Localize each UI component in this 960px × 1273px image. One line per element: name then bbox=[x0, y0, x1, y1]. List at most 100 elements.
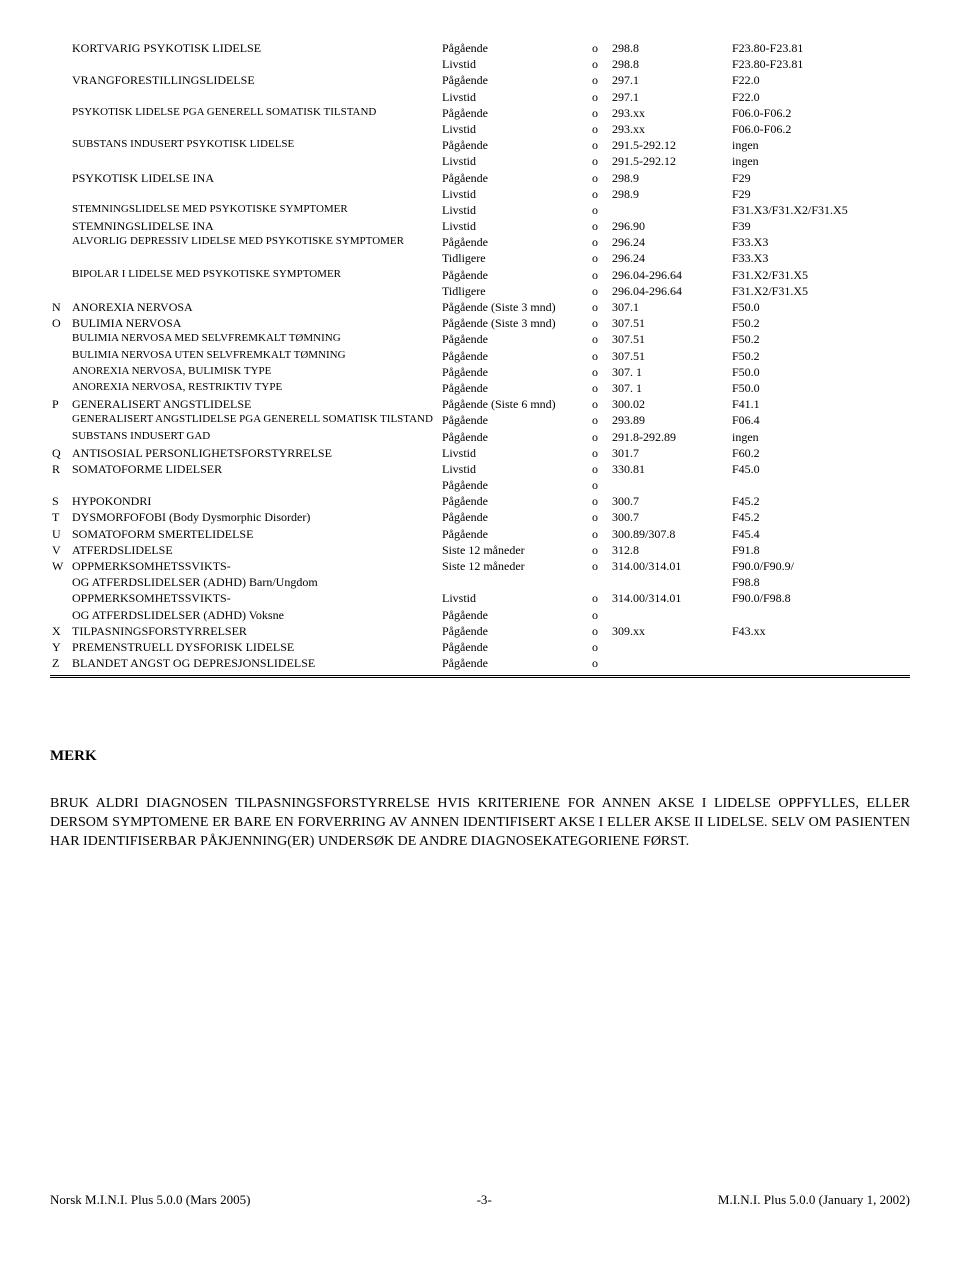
col-o: o bbox=[590, 105, 610, 121]
col-letter bbox=[50, 331, 70, 347]
col-o: o bbox=[590, 137, 610, 153]
table-row: PGENERALISERT ANGSTLIDELSEPågående (Sist… bbox=[50, 396, 910, 412]
col-letter: X bbox=[50, 623, 70, 639]
col-code1: 298.8 bbox=[610, 40, 730, 56]
table-row: XTILPASNINGSFORSTYRRELSERPågåendeo309.xx… bbox=[50, 623, 910, 639]
col-code2: F91.8 bbox=[730, 542, 910, 558]
col-code2: F50.0 bbox=[730, 299, 910, 315]
col-period: Livstid bbox=[440, 445, 590, 461]
table-row: BULIMIA NERVOSA MED SELVFREMKALT TØMNING… bbox=[50, 331, 910, 347]
col-letter: Q bbox=[50, 445, 70, 461]
col-period: Livstid bbox=[440, 202, 590, 218]
col-letter bbox=[50, 412, 70, 428]
col-code1: 330.81 bbox=[610, 461, 730, 477]
col-period: Pågående bbox=[440, 493, 590, 509]
col-code2: F31.X2/F31.X5 bbox=[730, 283, 910, 299]
col-letter: Z bbox=[50, 655, 70, 671]
table-row: Livstido298.9F29 bbox=[50, 186, 910, 202]
col-diagnosis: KORTVARIG PSYKOTISK LIDELSE bbox=[70, 40, 440, 56]
col-code2: F23.80-F23.81 bbox=[730, 40, 910, 56]
col-code1: 296.24 bbox=[610, 250, 730, 266]
col-o: o bbox=[590, 542, 610, 558]
col-o: o bbox=[590, 331, 610, 347]
footer-left: Norsk M.I.N.I. Plus 5.0.0 (Mars 2005) bbox=[50, 1192, 250, 1208]
col-o: o bbox=[590, 348, 610, 364]
col-diagnosis: VRANGFORESTILLINGSLIDELSE bbox=[70, 72, 440, 88]
col-period: Pågående bbox=[440, 348, 590, 364]
col-code1 bbox=[610, 639, 730, 655]
col-diagnosis: OPPMERKSOMHETSSVIKTS-OG ATFERDSLIDELSER … bbox=[70, 558, 440, 590]
col-period: Pågående bbox=[440, 364, 590, 380]
col-code2: F45.2 bbox=[730, 509, 910, 525]
col-diagnosis: ALVORLIG DEPRESSIV LIDELSE MED PSYKOTISK… bbox=[70, 234, 440, 250]
col-code2: F29 bbox=[730, 170, 910, 186]
col-o: o bbox=[590, 655, 610, 671]
col-o: o bbox=[590, 72, 610, 88]
col-code2: F31.X3/F31.X2/F31.X5 bbox=[730, 202, 910, 218]
col-o: o bbox=[590, 299, 610, 315]
col-diagnosis bbox=[70, 56, 440, 72]
col-code2: F50.0 bbox=[730, 380, 910, 396]
col-code1: 312.8 bbox=[610, 542, 730, 558]
col-o: o bbox=[590, 40, 610, 56]
table-row: STEMNINGSLIDELSE INALivstido296.90F39 bbox=[50, 218, 910, 234]
table-row: YPREMENSTRUELL DYSFORISK LIDELSEPågående… bbox=[50, 639, 910, 655]
col-code1: 291.8-292.89 bbox=[610, 429, 730, 445]
col-letter bbox=[50, 72, 70, 88]
col-code1: 291.5-292.12 bbox=[610, 137, 730, 153]
col-o: o bbox=[590, 153, 610, 169]
col-code2: F23.80-F23.81 bbox=[730, 56, 910, 72]
col-code1: 293.89 bbox=[610, 412, 730, 428]
col-code2: F60.2 bbox=[730, 445, 910, 461]
col-diagnosis: ANOREXIA NERVOSA bbox=[70, 299, 440, 315]
col-period: Pågående bbox=[440, 477, 590, 493]
col-code1: 298.8 bbox=[610, 56, 730, 72]
col-code2: ingen bbox=[730, 429, 910, 445]
col-diagnosis bbox=[70, 250, 440, 266]
page-footer: Norsk M.I.N.I. Plus 5.0.0 (Mars 2005) -3… bbox=[50, 1192, 910, 1208]
col-code2: F39 bbox=[730, 218, 910, 234]
col-code2: ingen bbox=[730, 137, 910, 153]
col-code1: 300.7 bbox=[610, 493, 730, 509]
col-code1 bbox=[610, 202, 730, 218]
col-o: o bbox=[590, 396, 610, 412]
table-row: VRANGFORESTILLINGSLIDELSEPågåendeo297.1F… bbox=[50, 72, 910, 88]
col-code1: 300.02 bbox=[610, 396, 730, 412]
col-code2: F33.X3 bbox=[730, 250, 910, 266]
col-period: Pågående bbox=[440, 40, 590, 56]
col-letter bbox=[50, 186, 70, 202]
col-o: o bbox=[590, 121, 610, 137]
col-code1: 296.24 bbox=[610, 234, 730, 250]
table-row: ALVORLIG DEPRESSIV LIDELSE MED PSYKOTISK… bbox=[50, 234, 910, 250]
col-o: o bbox=[590, 445, 610, 461]
col-diagnosis bbox=[70, 153, 440, 169]
col-diagnosis: STEMNINGSLIDELSE INA bbox=[70, 218, 440, 234]
col-letter bbox=[50, 348, 70, 364]
col-letter bbox=[50, 137, 70, 153]
table-row: Livstido291.5-292.12ingen bbox=[50, 153, 910, 169]
col-code1: 297.1 bbox=[610, 89, 730, 105]
col-letter bbox=[50, 267, 70, 283]
col-code2: F90.0/F98.8 bbox=[730, 590, 910, 622]
footer-center: -3- bbox=[477, 1192, 492, 1208]
col-period: Livstid bbox=[440, 56, 590, 72]
table-row: VATFERDSLIDELSESiste 12 månedero312.8F91… bbox=[50, 542, 910, 558]
col-code1: 293.xx bbox=[610, 105, 730, 121]
col-letter bbox=[50, 89, 70, 105]
col-code2: F06.0-F06.2 bbox=[730, 105, 910, 121]
col-period: Pågående bbox=[440, 170, 590, 186]
col-diagnosis: HYPOKONDRI bbox=[70, 493, 440, 509]
col-period: Pågående (Siste 3 mnd) bbox=[440, 315, 590, 331]
col-letter bbox=[50, 429, 70, 445]
col-period: Pågående (Siste 3 mnd) bbox=[440, 299, 590, 315]
col-code2: F06.0-F06.2 bbox=[730, 121, 910, 137]
table-row: PSYKOTISK LIDELSE PGA GENERELL SOMATISK … bbox=[50, 105, 910, 121]
col-diagnosis: SUBSTANS INDUSERT GAD bbox=[70, 429, 440, 445]
col-o: o bbox=[590, 509, 610, 525]
col-diagnosis: BULIMIA NERVOSA UTEN SELVFREMKALT TØMNIN… bbox=[70, 348, 440, 364]
col-diagnosis: BIPOLAR I LIDELSE MED PSYKOTISKE SYMPTOM… bbox=[70, 267, 440, 283]
col-code1: 307.1 bbox=[610, 299, 730, 315]
col-o: o bbox=[590, 364, 610, 380]
col-code2: F90.0/F90.9/F98.8 bbox=[730, 558, 910, 590]
col-period: Pågående bbox=[440, 655, 590, 671]
